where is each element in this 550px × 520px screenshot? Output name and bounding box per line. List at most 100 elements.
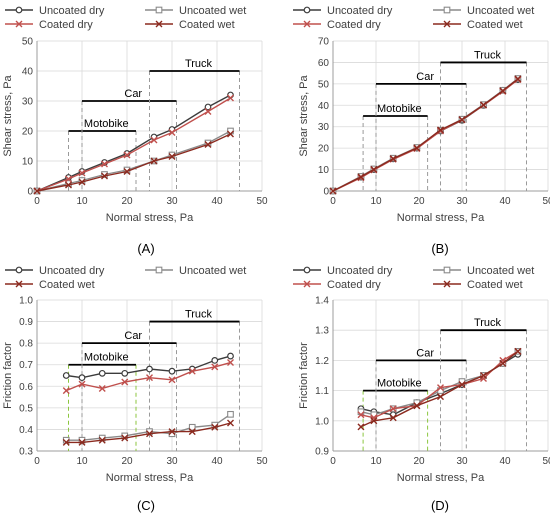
series-coated-wet-point (168, 153, 176, 160)
x-tick-label: 0 (34, 196, 40, 207)
x-tick-label: 30 (166, 196, 178, 207)
series-coated-dry-point (123, 151, 131, 159)
legend-item-uncoated-dry: Uncoated dry (39, 265, 105, 277)
series-coated-dry-point (168, 376, 176, 384)
series-coated-dry-point (121, 378, 129, 386)
series-coated-wet-point (480, 372, 487, 379)
x-axis-title: Normal stress, Pa (397, 472, 485, 484)
series-uncoated-dry-point (62, 372, 70, 379)
series-uncoated-wet-point (227, 410, 234, 418)
panel-c: 0.3 0.4 0.5 0.6 0.7 0.8 0.9 1.0 0 10 20 30 40 50 Norma… (2, 265, 268, 513)
x-tick-label: 30 (456, 456, 468, 467)
y-axis-title: Friction factor (2, 342, 14, 409)
series-coated-wet-line (332, 78, 519, 192)
legend-item-uncoated-dry: Uncoated dry (327, 5, 393, 17)
series-coated-dry-point (78, 169, 86, 177)
legend-item-coated-dry-marker (303, 20, 311, 28)
series-uncoated-wet-point (65, 180, 72, 187)
y-tick-label: 1.2 (315, 356, 329, 367)
series-coated-wet-point (204, 141, 212, 148)
legend-item-coated-wet: Coated wet (179, 19, 235, 31)
legend-item-uncoated-wet-marker (155, 6, 163, 14)
series-coated-wet-point (480, 101, 487, 109)
series-coated-wet-point (227, 419, 234, 427)
series-coated-wet-point (146, 430, 153, 438)
series-uncoated-wet-line (66, 413, 231, 441)
legend-item-uncoated-wet: Uncoated wet (179, 5, 246, 17)
legend-item-coated-wet: Coated wet (467, 279, 523, 291)
range-motobike-label: Motobike (84, 118, 129, 130)
y-tick-label: 0.5 (19, 403, 33, 414)
legend-item-uncoated-wet-marker (443, 6, 451, 14)
series-uncoated-dry-point (211, 357, 219, 364)
legend-item-coated-wet-marker (15, 280, 23, 288)
range-motobike-label: Motobike (377, 103, 422, 115)
series-coated-dry-point (389, 405, 397, 413)
series-coated-wet-point (458, 116, 466, 124)
panel-label-b: (B) (431, 241, 448, 256)
legend-item-coated-dry: Coated dry (39, 19, 93, 31)
series-coated-wet-point (458, 381, 466, 389)
legend-item-uncoated-wet-marker (155, 266, 163, 274)
series-uncoated-dry-point (168, 367, 176, 375)
series-uncoated-dry-point (121, 369, 129, 377)
series-uncoated-wet-point (101, 171, 108, 178)
series-coated-dry-point (101, 160, 108, 168)
series-coated-wet-point (413, 144, 421, 152)
series-coated-wet-point (168, 428, 176, 436)
x-tick-label: 0 (330, 196, 336, 207)
range-car-label: Car (124, 330, 142, 342)
series-coated-wet-point (33, 187, 41, 195)
series-coated-wet-point (389, 155, 397, 163)
x-tick-label: 40 (499, 196, 511, 207)
x-tick-label: 40 (211, 456, 223, 467)
series-coated-wet-point (211, 423, 219, 431)
series-coated-dry-point (227, 94, 234, 102)
panel-d: 0.9 1.0 1.1 1.2 1.3 1.4 0 10 20 30 40 50 Normal stre… (293, 265, 550, 513)
y-tick-label: 40 (22, 67, 34, 78)
legend-item-uncoated-dry-marker (15, 6, 23, 14)
legend-item-uncoated-dry-marker (303, 6, 311, 14)
y-tick-label: 20 (318, 144, 330, 155)
legend-item-uncoated-wet: Uncoated wet (179, 265, 246, 277)
series-coated-wet-point (121, 434, 129, 442)
series-coated-wet-point (514, 75, 522, 83)
y-tick-label: 10 (318, 165, 330, 176)
series-coated-dry-point (62, 387, 70, 395)
y-tick-label: 0.4 (19, 425, 33, 436)
y-axis-title: Shear stress, Pa (2, 74, 14, 156)
x-tick-label: 20 (413, 456, 425, 467)
series-coated-wet-point (123, 168, 131, 175)
series-coated-wet-point (437, 126, 444, 134)
y-tick-label: 20 (22, 127, 34, 138)
series-uncoated-wet-point (78, 177, 86, 184)
y-tick-label: 0.7 (19, 360, 33, 371)
y-tick-label: 0 (323, 187, 329, 198)
y-axis-title: Friction factor (298, 342, 310, 409)
series-coated-dry-point (437, 384, 444, 392)
series-coated-wet-point (357, 423, 365, 431)
series-coated-wet-point (150, 157, 158, 165)
range-truck-label: Truck (185, 58, 213, 70)
y-tick-label: 30 (318, 122, 330, 133)
series-coated-dry-point (357, 411, 365, 419)
x-tick-label: 0 (34, 456, 40, 467)
series-coated-dry-point (146, 374, 153, 382)
x-tick-label: 40 (499, 456, 511, 467)
range-car-label: Car (124, 88, 142, 100)
x-tick-label: 50 (256, 196, 268, 207)
series-coated-dry-point (78, 380, 86, 388)
y-tick-label: 50 (22, 37, 34, 48)
legend-item-coated-wet-marker (155, 20, 163, 28)
y-tick-label: 40 (318, 101, 330, 112)
legend-item-coated-dry-marker (303, 280, 311, 288)
x-tick-label: 50 (542, 456, 550, 467)
x-tick-label: 40 (211, 196, 223, 207)
legend-item-coated-dry-marker (15, 20, 23, 28)
series-coated-wet-point (389, 414, 397, 422)
series-coated-wet-point (78, 178, 86, 186)
series-coated-wet-point (98, 436, 106, 444)
legend-item-uncoated-dry: Uncoated dry (39, 5, 105, 17)
series-coated-dry-point (211, 363, 219, 371)
series-coated-wet-point (499, 359, 507, 367)
